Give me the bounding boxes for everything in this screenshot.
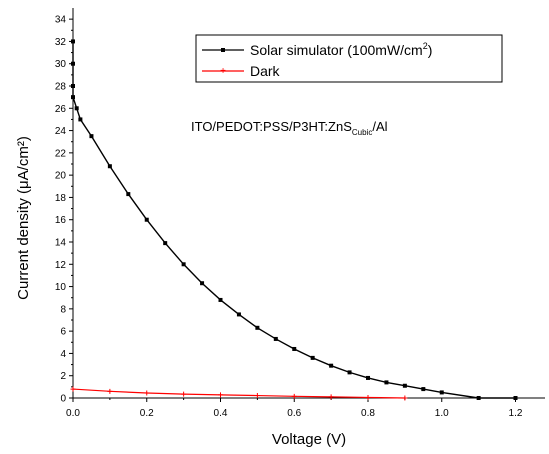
y-tick-label: 30 [55, 59, 67, 70]
y-tick-label: 10 [55, 282, 67, 293]
x-tick-label: 0.6 [287, 408, 301, 419]
data-point-solar [71, 39, 75, 44]
data-point-solar [439, 390, 444, 395]
x-tick-label: 1.0 [435, 408, 449, 419]
data-point-solar [181, 262, 186, 267]
y-tick-label: 18 [55, 193, 67, 204]
data-point-dark [218, 392, 223, 398]
legend-marker-solar [221, 48, 225, 52]
y-tick-label: 24 [55, 126, 67, 137]
data-point-solar [273, 336, 278, 341]
data-point-solar [292, 346, 297, 351]
y-tick-label: 0 [60, 394, 66, 405]
series-line-dark [72, 388, 405, 399]
data-point-solar [78, 117, 83, 122]
legend-label-solar: Solar simulator (100mW/cm2) [250, 41, 432, 58]
data-point-solar [384, 380, 389, 385]
data-point-dark [144, 390, 150, 396]
x-axis-title: Voltage (V) [272, 431, 346, 448]
legend-marker-dark: + [220, 66, 226, 77]
series-line-solar [72, 41, 516, 399]
data-point-dark [365, 394, 371, 400]
data-point-dark [107, 388, 113, 394]
data-point-solar [347, 370, 352, 375]
y-tick-label: 14 [55, 238, 67, 249]
data-point-solar [476, 396, 481, 400]
data-point-solar [236, 312, 241, 317]
legend-box [195, 34, 503, 83]
y-tick-label: 34 [55, 15, 67, 26]
y-tick-label: 32 [55, 37, 67, 48]
data-point-solar [107, 164, 112, 169]
data-point-solar [71, 95, 75, 100]
series-layer [70, 39, 518, 401]
data-point-solar [366, 375, 370, 380]
y-tick-label: 28 [55, 82, 67, 93]
x-tick-label: 0.2 [140, 408, 154, 419]
data-point-dark [181, 391, 187, 397]
data-point-solar [402, 383, 407, 388]
x-tick-label: 0.0 [66, 408, 80, 419]
data-point-solar [421, 387, 426, 392]
y-tick-label: 6 [60, 327, 66, 338]
data-point-solar [329, 363, 334, 368]
data-point-dark [70, 386, 76, 392]
data-point-solar [163, 241, 168, 246]
x-axis-ticks: 0.0 0.2 0.4 0.6 0.8 1.0 1.2 [66, 398, 523, 419]
y-tick-label: 4 [60, 349, 66, 360]
legend-label-dark: Dark [250, 63, 281, 79]
x-tick-label: 0.4 [214, 408, 228, 419]
data-point-dark [254, 393, 260, 399]
data-point-dark [328, 394, 334, 400]
y-axis-title: Current density (μA/cm²) [15, 136, 32, 300]
data-point-solar [71, 84, 75, 88]
y-tick-label: 16 [55, 215, 67, 226]
data-point-solar [218, 297, 223, 302]
y-tick-label: 22 [55, 148, 67, 159]
x-tick-label: 1.2 [509, 408, 523, 419]
data-point-solar [144, 217, 149, 222]
data-point-solar [126, 192, 131, 197]
y-tick-label: 12 [55, 260, 67, 271]
data-point-solar [200, 281, 205, 286]
data-point-dark [402, 395, 408, 401]
data-point-solar [255, 325, 260, 330]
y-tick-label: 20 [55, 171, 67, 182]
legend: Solar simulator (100mW/cm2) + Dark [195, 34, 503, 83]
data-point-solar [74, 106, 79, 111]
data-point-solar [89, 134, 94, 139]
x-tick-label: 0.8 [361, 408, 375, 419]
data-point-solar [310, 355, 315, 360]
data-point-dark [291, 393, 297, 399]
y-tick-label: 26 [55, 104, 67, 115]
data-point-solar [513, 396, 518, 400]
device-structure-annotation: ITO/PEDOT:PSS/P3HT:ZnSCubic/Al [191, 119, 388, 137]
y-tick-label: 2 [60, 371, 66, 382]
y-tick-label: 8 [60, 304, 66, 315]
data-point-solar [71, 61, 75, 66]
